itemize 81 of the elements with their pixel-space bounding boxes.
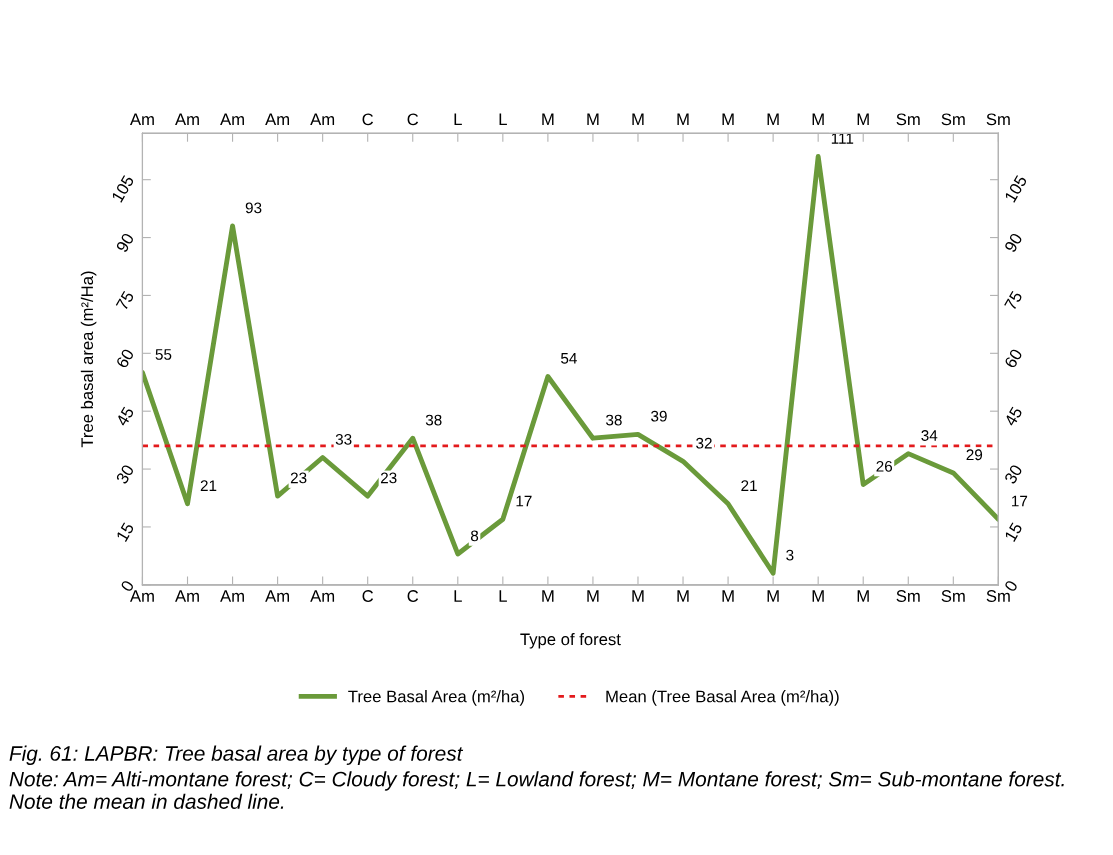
category-label: Am bbox=[265, 113, 290, 126]
y2-tick-label: 0 bbox=[1003, 579, 1019, 593]
x-tick-label: Am bbox=[175, 590, 199, 602]
category-label: Sm bbox=[941, 113, 965, 126]
x-tick-label: C bbox=[407, 590, 419, 602]
category-label: Sm bbox=[986, 113, 1010, 126]
data-label: 38 bbox=[425, 414, 442, 426]
data-label: 55 bbox=[155, 349, 172, 360]
x-tick-label: Am bbox=[265, 590, 290, 602]
y2-tick-label: 75 bbox=[1004, 290, 1023, 311]
data-label: 17 bbox=[1012, 495, 1028, 507]
category-label: M bbox=[587, 113, 599, 126]
data-label: 26 bbox=[876, 460, 893, 472]
data-label: 54 bbox=[561, 353, 577, 364]
x-tick-label: M bbox=[812, 590, 824, 602]
category-label: L bbox=[499, 113, 507, 126]
category-label: Am bbox=[175, 113, 199, 126]
text: Note: Am= Alti-montane forest; C= Cloudy forest; L= Lowland forest; M= Montane forest; Sm= Sub-montane forest. Note the mean in dashed line. bbox=[9, 771, 1064, 809]
x-tick-label: M bbox=[767, 590, 779, 602]
data-label: 38 bbox=[606, 414, 622, 426]
y-tick-label: 15 bbox=[116, 521, 135, 542]
category-label: Am bbox=[130, 113, 154, 126]
y2-tick-label: 90 bbox=[1003, 232, 1023, 254]
x-tick-label: M bbox=[587, 590, 599, 602]
y-tick-label: 105 bbox=[111, 174, 135, 203]
y-tick-label: 75 bbox=[115, 290, 135, 311]
y-axis-title: Tree basal area (m²/Ha) bbox=[80, 271, 97, 448]
data-label: 39 bbox=[651, 410, 667, 422]
category-label: M bbox=[767, 113, 779, 126]
x-tick-label: L bbox=[499, 590, 507, 602]
y2-tick-label: 15 bbox=[1004, 521, 1023, 542]
x-tick-label: M bbox=[677, 590, 689, 602]
x-tick-label: Sm bbox=[941, 590, 965, 602]
data-label: 17 bbox=[516, 495, 532, 507]
category-label: M bbox=[857, 113, 869, 126]
data-label: 29 bbox=[966, 449, 983, 461]
x-tick-label: Am bbox=[220, 590, 244, 602]
legend-label: Mean (Tree Basal Area (m²/ha)) bbox=[606, 690, 839, 706]
data-label: 23 bbox=[290, 472, 307, 484]
data-label: 33 bbox=[335, 433, 352, 445]
x-tick-label: M bbox=[722, 590, 734, 602]
x-tick-label: C bbox=[362, 590, 374, 602]
y2-tick-label: 105 bbox=[1004, 174, 1028, 203]
data-label: 21 bbox=[200, 480, 217, 491]
data-label: 3 bbox=[786, 549, 794, 561]
y-tick-label: 60 bbox=[115, 348, 135, 369]
text: Fig. 61: LAPBR: Tree basal area by type of forest bbox=[9, 745, 464, 765]
x-tick-label: M bbox=[632, 590, 644, 602]
category-label: Am bbox=[310, 113, 335, 126]
data-label: 93 bbox=[245, 202, 262, 214]
data-label: 8 bbox=[470, 530, 479, 542]
y-tick-label: 90 bbox=[115, 232, 135, 254]
category-label: L bbox=[454, 113, 462, 126]
category-label: C bbox=[407, 113, 419, 126]
x-tick-label: L bbox=[454, 590, 462, 602]
y2-tick-label: 30 bbox=[1003, 463, 1023, 485]
x-tick-label: Sm bbox=[986, 590, 1010, 602]
x-tick-label: M bbox=[857, 590, 869, 602]
data-label: 111 bbox=[831, 133, 854, 144]
data-label: 34 bbox=[921, 430, 938, 441]
category-label: C bbox=[362, 113, 374, 126]
category-label: M bbox=[542, 113, 554, 126]
x-tick-label: Sm bbox=[896, 590, 920, 602]
y-tick-label: 30 bbox=[115, 463, 135, 485]
data-label: 32 bbox=[696, 437, 712, 449]
data-label: 21 bbox=[741, 480, 757, 491]
category-label: M bbox=[722, 113, 734, 126]
category-label: M bbox=[677, 113, 689, 126]
category-label: Sm bbox=[896, 113, 920, 126]
y2-tick-label: 60 bbox=[1004, 348, 1023, 369]
category-label: Am bbox=[220, 113, 244, 126]
x-tick-label: Am bbox=[310, 590, 335, 602]
data-label: 23 bbox=[380, 472, 397, 484]
category-label: M bbox=[632, 113, 644, 126]
x-tick-label: Am bbox=[130, 590, 154, 602]
y2-tick-label: 45 bbox=[1003, 406, 1023, 427]
y-tick-label: 45 bbox=[115, 406, 135, 427]
category-label: M bbox=[812, 113, 824, 126]
x-tick-label: M bbox=[542, 590, 554, 602]
x-axis-title: Type of forest bbox=[520, 633, 621, 649]
legend-label: Tree Basal Area (m²/ha) bbox=[348, 690, 525, 706]
